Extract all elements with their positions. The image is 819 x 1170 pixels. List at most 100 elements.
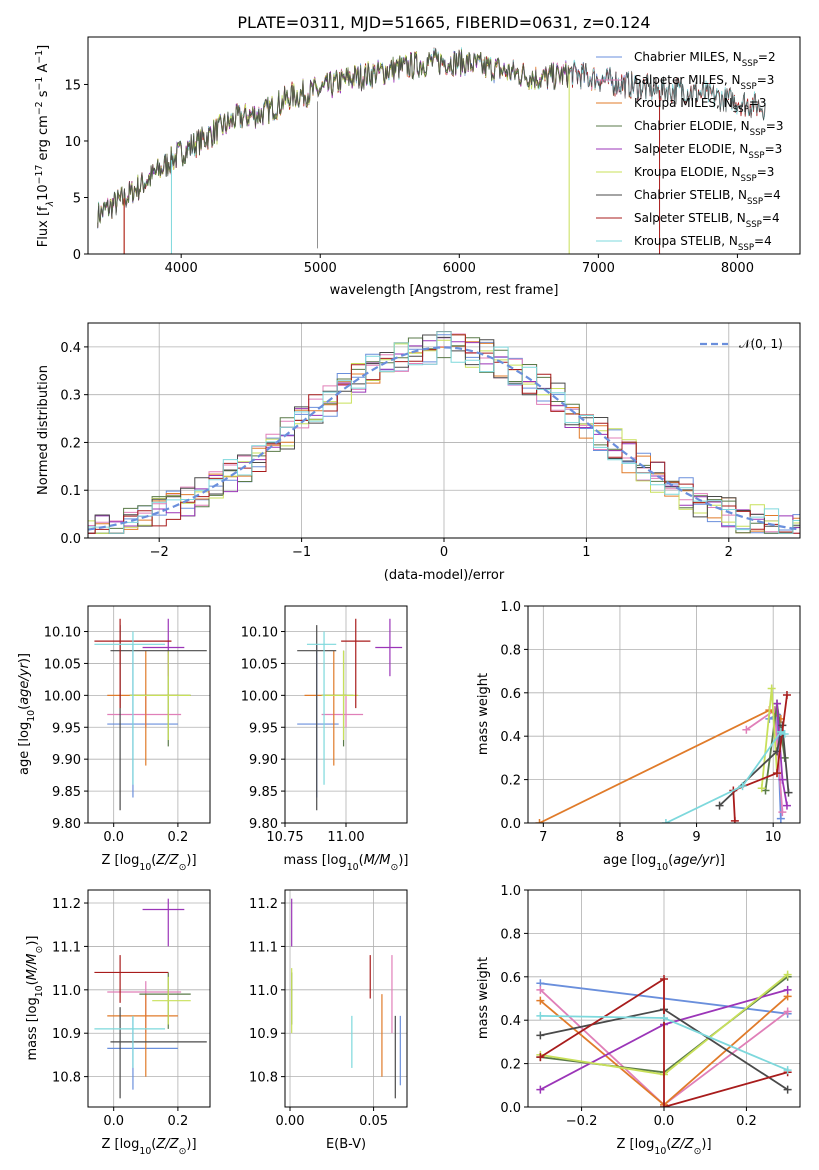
label-part: SSP xyxy=(733,105,749,115)
z-mass-plot-area xyxy=(88,890,210,1107)
legend-entry: Salpeter STELIB, NSSP=4 xyxy=(634,211,780,230)
y-tick-label: 11.0 xyxy=(249,984,278,999)
x-tick-label: 10 xyxy=(765,830,782,845)
label-part: =3 xyxy=(765,142,783,156)
mass-weight-marker xyxy=(783,1007,792,1016)
y-tick-label: 0.0 xyxy=(500,817,521,832)
z-age-plot-area xyxy=(88,606,210,823)
label-part: M/M xyxy=(364,853,391,868)
mass-weight-marker xyxy=(783,1066,792,1075)
z-age-x-label: Z [log10(Z/Z⊙)] xyxy=(101,853,196,873)
label-part: age [ xyxy=(603,853,636,868)
y-tick-label: 10.9 xyxy=(52,1027,81,1042)
label-part: −1 xyxy=(34,77,45,91)
x-tick-label: 0.00 xyxy=(276,1114,305,1129)
label-part: Chabrier STELIB, N xyxy=(634,188,747,202)
y-tick-label: 0.2 xyxy=(60,436,81,451)
label-part: Kroupa MILES, N xyxy=(634,96,733,110)
mass-weight-marker xyxy=(536,1011,545,1020)
residuals-frame xyxy=(87,322,801,539)
y-tick-label: 0 xyxy=(73,248,81,263)
x-tick-label: 0.2 xyxy=(168,830,189,845)
label-part: Z/Z xyxy=(155,1137,179,1152)
legend-entry: Salpeter ELODIE, NSSP=3 xyxy=(634,142,782,161)
x-tick-label: 0.05 xyxy=(359,1114,388,1129)
y-tick-label: 9.95 xyxy=(52,721,81,736)
y-tick-label: 10.8 xyxy=(52,1071,81,1086)
label-part: ( xyxy=(151,853,156,868)
y-tick-label: 0.6 xyxy=(500,971,521,986)
y-tick-label: 10.8 xyxy=(249,1071,278,1086)
label-part: ( xyxy=(359,853,364,868)
label-part: Z [ xyxy=(616,1137,634,1152)
label-part: Kroupa STELIB, N xyxy=(634,234,738,248)
label-part: )] xyxy=(25,936,40,946)
weight-age-plot-area xyxy=(528,606,800,823)
weight-z-frame xyxy=(527,889,801,1108)
y-tick-label: 11.2 xyxy=(249,897,278,912)
spectrum-line xyxy=(97,47,766,225)
x-tick-label: 9 xyxy=(692,830,700,845)
mass-weight-marker xyxy=(660,1103,668,1107)
label-part: Z/Z xyxy=(155,853,179,868)
y-tick-label: 9.85 xyxy=(249,785,278,800)
mass-weight-marker xyxy=(783,1085,792,1094)
label-part: SSP xyxy=(741,174,757,184)
x-tick-label: 0 xyxy=(440,545,448,560)
y-tick-label: 9.80 xyxy=(52,817,81,832)
mass-age-frame xyxy=(284,605,408,824)
label-part: Kroupa ELODIE, N xyxy=(634,165,741,179)
y-tick-label: 0.4 xyxy=(500,730,521,745)
label-part: Salpeter STELIB, N xyxy=(634,211,746,225)
label-part: Z [ xyxy=(101,1137,119,1152)
residuals-y-label: Normed distribution xyxy=(36,365,51,495)
x-tick-label: −1 xyxy=(292,545,311,560)
x-tick-label: 11.00 xyxy=(327,830,364,845)
label-part: =3 xyxy=(749,96,767,110)
y-tick-label: 10.00 xyxy=(44,689,81,704)
label-part: 10 xyxy=(34,985,45,997)
y-tick-label: 10.10 xyxy=(241,626,278,641)
spectrum-title: PLATE=0311, MJD=51665, FIBERID=0631, z=0… xyxy=(237,13,650,32)
label-part: mass [ xyxy=(284,853,327,868)
mass-age-x-label: mass [log10(M/M⊙)] xyxy=(284,853,409,873)
label-part: s xyxy=(36,90,51,101)
mass-weight-marker xyxy=(535,819,544,823)
label-part: 10 xyxy=(36,184,51,201)
label-part: )] xyxy=(398,853,408,868)
label-part: =4 xyxy=(763,188,781,202)
label-part: SSP xyxy=(742,59,758,69)
label-part: ⊙ xyxy=(391,862,399,873)
y-tick-label: 0.6 xyxy=(500,687,521,702)
label-part: log xyxy=(25,997,40,1017)
label-part: =4 xyxy=(754,234,772,248)
label-part: A xyxy=(36,64,51,77)
x-tick-label: 10.75 xyxy=(266,830,303,845)
label-part: log xyxy=(120,853,140,868)
label-part: 10 xyxy=(654,1146,666,1157)
label-part: )] xyxy=(701,1137,711,1152)
y-tick-label: 10.05 xyxy=(44,657,81,672)
label-part: =3 xyxy=(766,119,784,133)
legend-entry: Chabrier MILES, NSSP=2 xyxy=(634,50,776,69)
label-part: ⊙ xyxy=(694,1146,702,1157)
ebv-mass-plot-area xyxy=(285,890,407,1107)
ebv-mass-x-label: E(B-V) xyxy=(326,1137,366,1152)
z-mass-x-label: Z [log10(Z/Z⊙)] xyxy=(101,1137,196,1157)
label-part: 10 xyxy=(139,1146,151,1157)
label-part: SSP xyxy=(738,243,754,253)
x-tick-label: 0.0 xyxy=(103,1114,124,1129)
label-part: ( xyxy=(17,705,32,710)
mass-weight-line xyxy=(539,709,782,823)
x-tick-label: 0.0 xyxy=(103,830,124,845)
label-part: M/M xyxy=(25,954,40,981)
label-part: 10 xyxy=(347,862,359,873)
spectrum-plot-area xyxy=(97,47,766,254)
mass-weight-marker xyxy=(776,814,785,823)
label-part: 10 xyxy=(656,862,668,873)
y-tick-label: 1.0 xyxy=(500,600,521,615)
y-tick-label: 0.8 xyxy=(500,643,521,658)
y-tick-label: 11.1 xyxy=(52,940,81,955)
x-tick-label: 0.0 xyxy=(654,1114,675,1129)
